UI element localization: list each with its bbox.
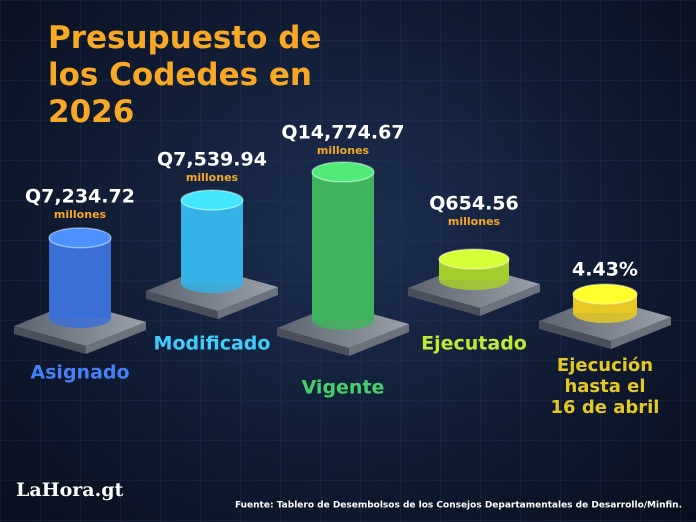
cylinder: [312, 172, 374, 320]
value-label: Q14,774.67: [281, 122, 404, 144]
value-label: Q7,539.94: [157, 149, 267, 171]
pedestal-side: [408, 288, 480, 316]
pedestal-side: [277, 328, 349, 356]
source: Fuente: Tablero de Desembolsos de los Co…: [235, 501, 682, 511]
cylinder-top: [311, 161, 375, 183]
category-label: Ejecutado: [421, 333, 527, 355]
pedestal-side: [86, 322, 146, 354]
unit-label: millones: [317, 144, 370, 157]
category-label: Ejecución: [557, 355, 653, 376]
pedestal-side: [349, 324, 409, 356]
cylinder-top: [48, 227, 112, 249]
cylinder: [49, 237, 111, 318]
value-label: Q7,234.72: [25, 186, 135, 208]
pedestal-side: [14, 326, 86, 354]
category-label: 16 de abril: [551, 397, 660, 418]
pedestal-side: [539, 321, 611, 349]
unit-label: millones: [448, 215, 501, 228]
value-label: 4.43%: [572, 259, 638, 281]
cylinder-top: [180, 189, 244, 211]
pedestal-side: [611, 317, 671, 349]
cylinder-top: [438, 248, 510, 270]
pedestal-side: [480, 284, 540, 316]
cylinder-top: [572, 283, 638, 305]
title: Presupuesto de los Codedes en 2026: [48, 20, 322, 130]
value-label: Q654.56: [429, 193, 518, 215]
category-label: Asignado: [30, 362, 129, 384]
unit-label: millones: [186, 171, 239, 184]
logo: LaHora.gt: [16, 479, 124, 501]
category-label: hasta el: [564, 376, 645, 397]
category-label: Modificado: [154, 333, 271, 355]
cylinder: [181, 200, 243, 283]
unit-label: millones: [54, 208, 107, 221]
pedestal-side: [218, 287, 278, 319]
category-label: Vigente: [302, 377, 385, 399]
pedestal-side: [146, 291, 218, 319]
